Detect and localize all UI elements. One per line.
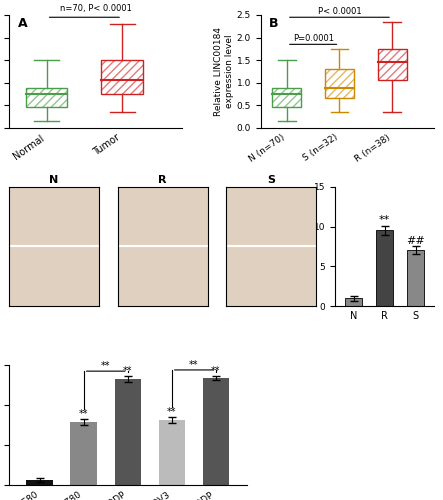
FancyBboxPatch shape <box>101 60 143 94</box>
Text: R: R <box>159 175 167 185</box>
FancyBboxPatch shape <box>272 88 301 108</box>
Text: A: A <box>18 18 27 30</box>
Text: **: ** <box>211 366 221 376</box>
Text: **: ** <box>379 216 390 226</box>
Text: **: ** <box>167 407 176 417</box>
Bar <box>115 379 141 485</box>
Text: B: B <box>269 18 279 30</box>
Bar <box>27 480 53 485</box>
FancyBboxPatch shape <box>377 49 407 80</box>
Text: P=0.0001: P=0.0001 <box>293 34 334 43</box>
FancyBboxPatch shape <box>26 88 67 108</box>
Bar <box>202 378 229 485</box>
Y-axis label: IHC Staining score
of LINC00184: IHC Staining score of LINC00184 <box>293 205 312 288</box>
Text: **: ** <box>189 360 198 370</box>
Bar <box>159 420 185 485</box>
Text: n=70, P< 0.0001: n=70, P< 0.0001 <box>60 4 132 13</box>
Text: S: S <box>267 175 276 185</box>
Bar <box>376 230 393 306</box>
Text: **: ** <box>79 408 89 418</box>
Text: N: N <box>49 175 58 185</box>
Text: **: ** <box>123 366 132 376</box>
Text: P< 0.0001: P< 0.0001 <box>318 8 361 16</box>
Bar <box>345 298 362 306</box>
Text: **: ** <box>101 361 110 371</box>
Bar <box>407 250 424 306</box>
Bar <box>70 422 97 485</box>
Text: ##: ## <box>406 236 425 246</box>
Y-axis label: Relative LINC00184
expression level: Relative LINC00184 expression level <box>214 27 233 116</box>
FancyBboxPatch shape <box>325 69 354 98</box>
